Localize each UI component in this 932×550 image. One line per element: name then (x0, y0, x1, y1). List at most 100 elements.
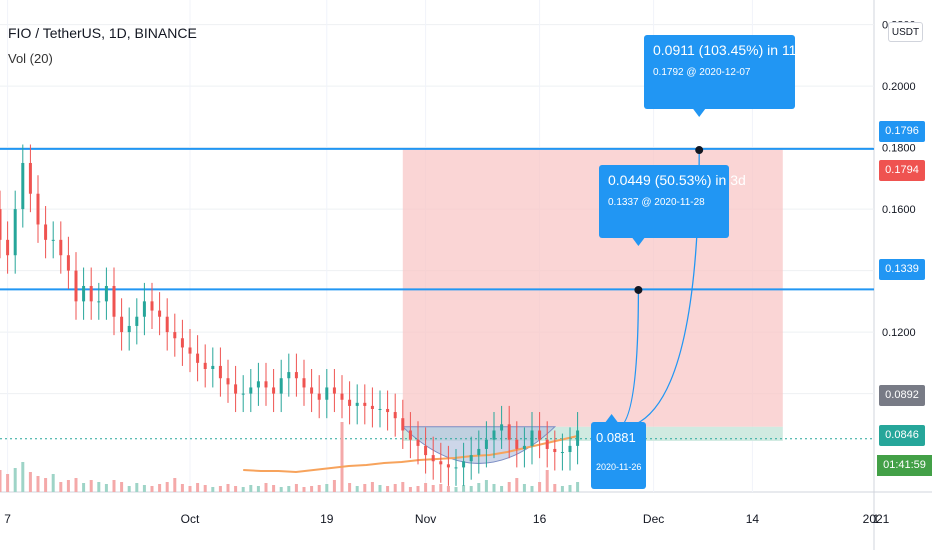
candle-body (142, 301, 146, 317)
candle-body (294, 372, 298, 379)
volume-bar (13, 468, 17, 492)
candle-body (530, 430, 534, 446)
volume-bar (378, 485, 382, 492)
price-tick-label: 0.1600 (882, 204, 916, 216)
projection-callout-top[interactable]: 0.0911 (103.45%) in 11d 0.1792 @ 2020-12… (644, 35, 805, 109)
candle-body (234, 384, 238, 394)
callout-top-pointer (693, 109, 706, 117)
candle-body (454, 467, 458, 469)
candle-body (264, 381, 268, 388)
candle-body (6, 239, 10, 256)
candle-body (36, 193, 40, 225)
volume-bar (196, 483, 200, 492)
candle-body (51, 239, 55, 241)
volume-bar (272, 485, 276, 492)
candles (0, 144, 580, 486)
volume-bar (264, 483, 268, 492)
candle-body (538, 430, 542, 440)
volume-bar (28, 472, 32, 492)
volume-bar (6, 474, 10, 492)
volume-bar (142, 485, 146, 492)
volume-bar (302, 487, 306, 492)
volume-ma-line (243, 435, 578, 474)
volume-bar (21, 462, 25, 492)
volume-bar (576, 482, 580, 492)
projection-mid-change: 0.0449 (50.53%) in 3d (608, 172, 746, 188)
time-tick-label: 7 (4, 512, 11, 526)
projection-top-target: 0.1792 @ 2020-12-07 (653, 67, 751, 78)
candle-body (89, 285, 93, 302)
volume-bar (439, 484, 443, 492)
candle-body (104, 285, 108, 302)
volume-bar (74, 478, 78, 492)
candle-body (363, 402, 367, 406)
candle-body (424, 445, 428, 456)
volume-bar (188, 486, 192, 492)
callout-mid-pointer (632, 238, 645, 246)
volume-bar (530, 486, 534, 492)
time-tick-label: 19 (320, 512, 334, 526)
volume-bar (0, 470, 2, 492)
candle-body (180, 338, 184, 348)
entry-callout[interactable]: 0.0881 2020-11-26 (591, 422, 646, 489)
price-badge-target: 0.0846 (879, 425, 925, 446)
candle-body (287, 372, 291, 379)
candle-body (576, 430, 580, 446)
candle-body (462, 461, 466, 468)
candle-body (408, 430, 412, 440)
projection-callout-mid[interactable]: 0.0449 (50.53%) in 3d 0.1337 @ 2020-11-2… (599, 165, 746, 238)
candle-body (469, 455, 473, 462)
volume-bar (363, 484, 367, 492)
volume-bar (104, 484, 108, 492)
candle-body (401, 418, 405, 431)
candle-body (112, 285, 116, 317)
volume-bar (203, 485, 207, 492)
currency-button[interactable]: USDT (888, 22, 923, 42)
volume-bar (416, 486, 420, 492)
candle-body (120, 316, 124, 333)
volume-indicator-label[interactable]: Vol (20) (8, 51, 53, 66)
candle-body (332, 387, 336, 394)
volume-bar (568, 485, 572, 492)
volume-bar (370, 482, 374, 492)
volume-bar (408, 487, 412, 492)
candle-body (249, 387, 253, 394)
candle-body (241, 393, 245, 395)
candle-body (325, 387, 329, 400)
candle-body (302, 378, 306, 388)
volume-bar (165, 482, 169, 492)
candle-body (431, 455, 435, 462)
candle-body (310, 387, 314, 394)
candle-body (492, 430, 496, 440)
volume-bar (522, 484, 526, 492)
candle-body (515, 439, 519, 449)
volume-bar (310, 486, 314, 492)
candle-body (477, 448, 481, 456)
volume-bar (484, 480, 488, 492)
volume-bar (150, 486, 154, 492)
projection-point-top (695, 146, 704, 155)
volume-bar (325, 484, 329, 492)
volume-bar (424, 483, 428, 492)
price-badge-marker: 0.0892 (879, 385, 925, 406)
time-tick-label: Oct (181, 512, 200, 526)
volume-bar (112, 480, 116, 492)
symbol-title[interactable]: FIO / TetherUS, 1D, BINANCE (8, 25, 197, 41)
candle-body (355, 402, 359, 406)
candle-body (21, 162, 25, 210)
price-badge-last: 0.1794 (879, 160, 925, 181)
price-tick-label: 0.1800 (882, 143, 916, 155)
time-tick-label: 16 (533, 512, 547, 526)
projection-point-mid (634, 285, 643, 294)
volume-bar (560, 486, 564, 492)
volume-bar (279, 487, 283, 492)
volume-bar (44, 478, 48, 492)
candle-body (568, 445, 572, 453)
price-tick-label: 0.1200 (882, 327, 916, 339)
volume-bar (249, 485, 253, 492)
candle-body (317, 393, 321, 400)
entry-date: 2020-11-26 (596, 462, 642, 472)
volume-bar (355, 486, 359, 492)
volume-bar (294, 484, 298, 492)
projection-top-change: 0.0911 (103.45%) in 11d (653, 42, 805, 58)
